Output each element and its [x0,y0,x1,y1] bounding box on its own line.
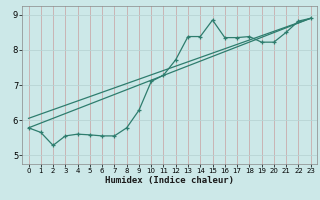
X-axis label: Humidex (Indice chaleur): Humidex (Indice chaleur) [105,176,234,185]
